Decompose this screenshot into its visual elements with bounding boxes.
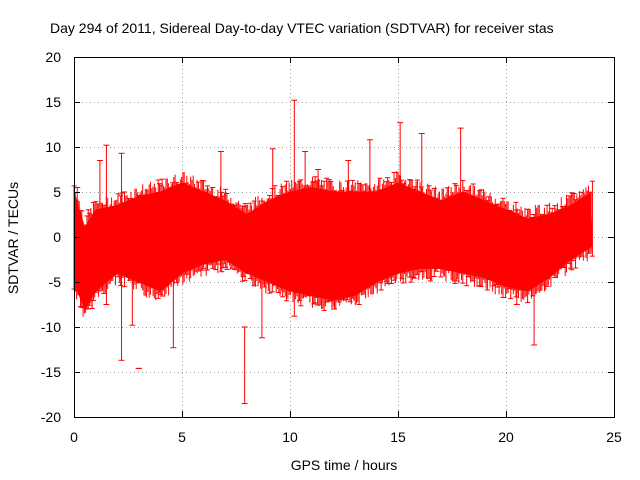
x-tick-label: 15 <box>390 429 406 445</box>
y-tick-label: 20 <box>45 49 61 65</box>
y-tick-label: 10 <box>45 139 61 155</box>
x-axis-label: GPS time / hours <box>291 457 398 473</box>
y-tick-label: 0 <box>53 229 61 245</box>
tick-layer: 0 5 10 15 20 25 -20 -15 -10 -5 0 5 10 15 20 <box>41 49 622 445</box>
data-layer <box>71 99 595 404</box>
y-tick-label: -5 <box>49 274 62 290</box>
x-tick-label: 20 <box>498 429 514 445</box>
y-tick-label: -15 <box>41 364 61 380</box>
y-axis-label: SDTVAR / TECUs <box>5 182 21 294</box>
x-tick-label: 10 <box>282 429 298 445</box>
x-tick-label: 25 <box>606 429 622 445</box>
y-tick-label: -10 <box>41 319 61 335</box>
y-tick-label: 15 <box>45 94 61 110</box>
x-tick-label: 5 <box>178 429 186 445</box>
x-tick-label: 0 <box>70 429 78 445</box>
y-tick-label: 5 <box>53 184 61 200</box>
chart-title: Day 294 of 2011, Sidereal Day-to-day VTE… <box>50 20 554 36</box>
y-tick-label: -20 <box>41 409 61 425</box>
